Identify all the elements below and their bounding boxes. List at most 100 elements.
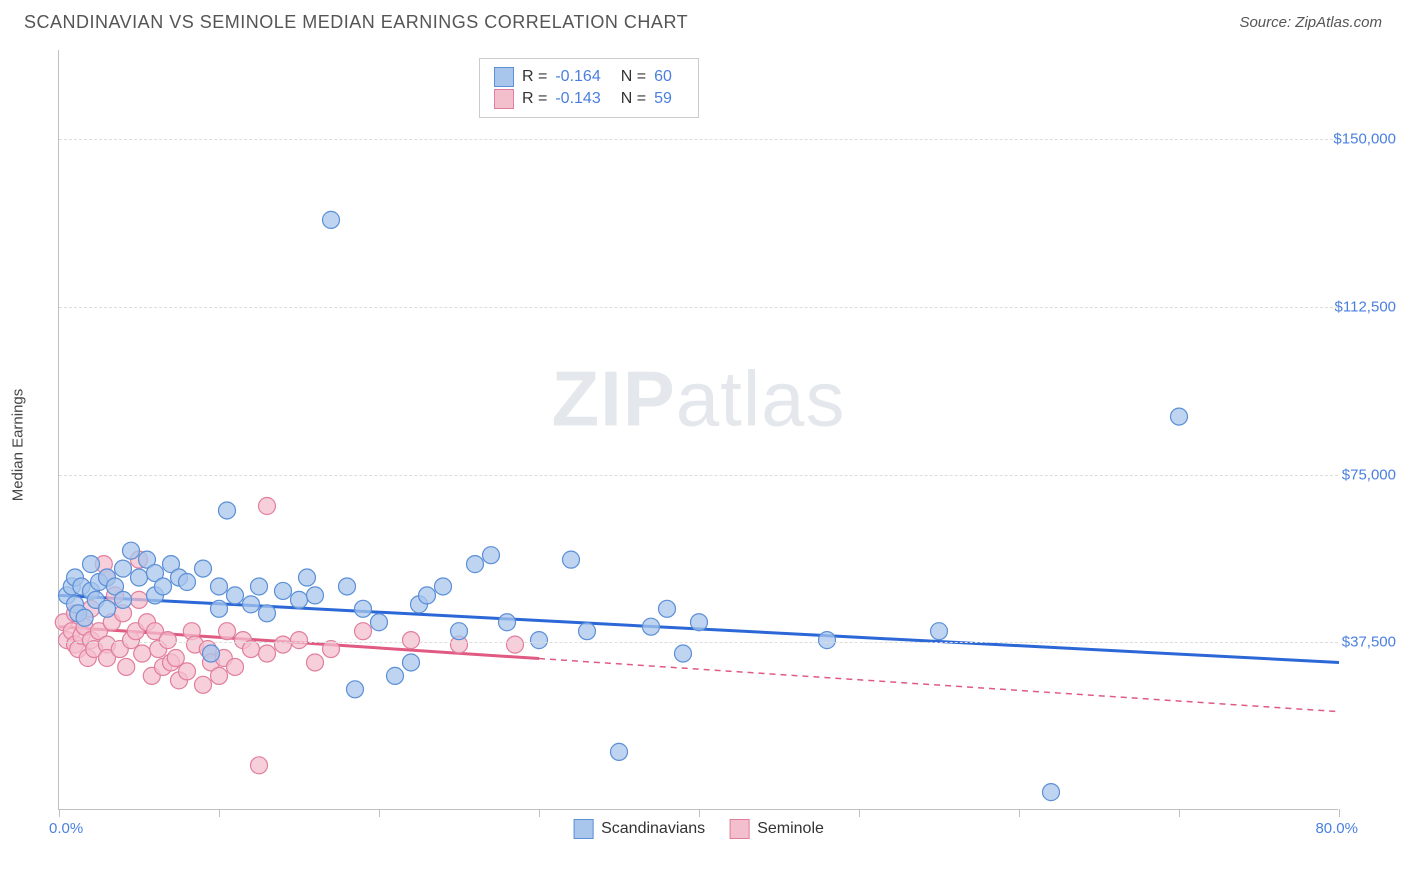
- correlation-row-scandinavians: R = -0.164 N = 60: [494, 67, 684, 87]
- scatter-point: [675, 645, 692, 662]
- plot-area: ZIPatlas R = -0.164 N = 60 R = -0.143 N …: [58, 50, 1338, 810]
- scatter-point: [131, 591, 148, 608]
- gridline: [59, 139, 1338, 140]
- correlation-row-seminole: R = -0.143 N = 59: [494, 89, 684, 109]
- scatter-point: [211, 600, 228, 617]
- y-tick-label: $37,500: [1316, 634, 1396, 651]
- y-tick-label: $112,500: [1316, 299, 1396, 316]
- scatter-point: [507, 636, 524, 653]
- scatter-point: [243, 596, 260, 613]
- n-value: 59: [654, 90, 672, 108]
- r-value: -0.164: [555, 68, 600, 86]
- scatter-point: [419, 587, 436, 604]
- x-tick: [1179, 809, 1180, 817]
- scatter-point: [76, 609, 93, 626]
- bottom-legend: Scandinavians Seminole: [573, 819, 824, 839]
- scatter-point: [499, 614, 516, 631]
- scatter-point: [355, 623, 372, 640]
- x-tick: [859, 809, 860, 817]
- scatter-point: [611, 743, 628, 760]
- swatch-icon: [494, 67, 514, 87]
- scatter-point: [275, 636, 292, 653]
- x-tick: [699, 809, 700, 817]
- r-label: R =: [522, 68, 547, 86]
- scatter-point: [259, 498, 276, 515]
- legend-label: Scandinavians: [601, 820, 705, 838]
- x-tick: [1339, 809, 1340, 817]
- x-tick: [59, 809, 60, 817]
- scatter-point: [355, 600, 372, 617]
- scatter-point: [83, 556, 100, 573]
- scatter-point: [691, 614, 708, 631]
- scatter-point: [1043, 784, 1060, 801]
- scatter-point: [387, 667, 404, 684]
- scatter-point: [195, 676, 212, 693]
- scatter-point: [195, 560, 212, 577]
- legend-label: Seminole: [757, 820, 824, 838]
- swatch-icon: [494, 89, 514, 109]
- scatter-point: [299, 569, 316, 586]
- scatter-point: [403, 654, 420, 671]
- gridline: [59, 642, 1338, 643]
- x-tick: [219, 809, 220, 817]
- chart-container: Median Earnings ZIPatlas R = -0.164 N = …: [48, 50, 1386, 840]
- scatter-point: [483, 547, 500, 564]
- scatter-point: [563, 551, 580, 568]
- scatter-point: [115, 560, 132, 577]
- scatter-point: [155, 578, 172, 595]
- scatter-point: [259, 645, 276, 662]
- scatter-point: [159, 632, 176, 649]
- scatter-point: [219, 502, 236, 519]
- y-tick-label: $75,000: [1316, 466, 1396, 483]
- r-label: R =: [522, 90, 547, 108]
- y-tick-label: $150,000: [1316, 131, 1396, 148]
- scatter-point: [291, 591, 308, 608]
- scatter-point: [227, 587, 244, 604]
- scatter-point: [467, 556, 484, 573]
- scatter-point: [203, 645, 220, 662]
- scatter-point: [227, 658, 244, 675]
- r-value: -0.143: [555, 90, 600, 108]
- scatter-point: [179, 574, 196, 591]
- scatter-point: [403, 632, 420, 649]
- scatter-point: [451, 623, 468, 640]
- scatter-point: [134, 645, 151, 662]
- scatter-point: [819, 632, 836, 649]
- legend-item-seminole: Seminole: [729, 819, 824, 839]
- scatter-point: [291, 632, 308, 649]
- swatch-icon: [573, 819, 593, 839]
- scatter-point: [123, 542, 140, 559]
- scatter-point: [435, 578, 452, 595]
- scatter-point: [179, 663, 196, 680]
- scatter-point: [323, 211, 340, 228]
- scatter-point: [307, 654, 324, 671]
- scatter-point: [531, 632, 548, 649]
- scatter-point: [371, 614, 388, 631]
- scatter-point: [251, 757, 268, 774]
- n-label: N =: [621, 68, 646, 86]
- n-label: N =: [621, 90, 646, 108]
- swatch-icon: [729, 819, 749, 839]
- scatter-point: [259, 605, 276, 622]
- x-tick: [1019, 809, 1020, 817]
- scatter-point: [339, 578, 356, 595]
- chart-source: Source: ZipAtlas.com: [1239, 14, 1382, 31]
- x-axis-max-label: 80.0%: [1315, 820, 1358, 837]
- scatter-points-layer: [59, 50, 1338, 809]
- scatter-point: [931, 623, 948, 640]
- scatter-point: [118, 658, 135, 675]
- scatter-point: [167, 650, 184, 667]
- y-axis-label: Median Earnings: [10, 389, 27, 502]
- scatter-point: [579, 623, 596, 640]
- scatter-point: [211, 667, 228, 684]
- legend-item-scandinavians: Scandinavians: [573, 819, 705, 839]
- scatter-point: [275, 582, 292, 599]
- scatter-point: [307, 587, 324, 604]
- scatter-point: [211, 578, 228, 595]
- scatter-point: [99, 600, 116, 617]
- scatter-point: [131, 569, 148, 586]
- scatter-point: [643, 618, 660, 635]
- scatter-point: [219, 623, 236, 640]
- gridline: [59, 307, 1338, 308]
- x-axis-min-label: 0.0%: [49, 820, 83, 837]
